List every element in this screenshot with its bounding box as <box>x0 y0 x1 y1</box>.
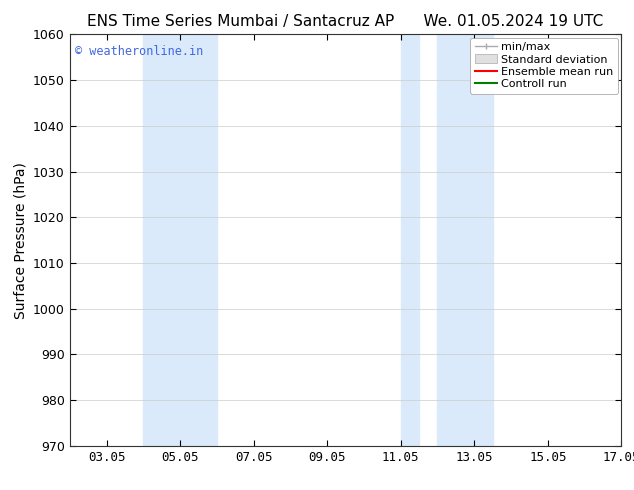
Bar <box>401 34 419 446</box>
Y-axis label: Surface Pressure (hPa): Surface Pressure (hPa) <box>13 162 27 318</box>
Bar <box>143 34 217 446</box>
Text: © weatheronline.in: © weatheronline.in <box>75 45 204 58</box>
Legend: min/max, Standard deviation, Ensemble mean run, Controll run: min/max, Standard deviation, Ensemble me… <box>470 38 618 94</box>
Title: ENS Time Series Mumbai / Santacruz AP      We. 01.05.2024 19 UTC: ENS Time Series Mumbai / Santacruz AP We… <box>87 14 604 29</box>
Bar <box>437 34 493 446</box>
